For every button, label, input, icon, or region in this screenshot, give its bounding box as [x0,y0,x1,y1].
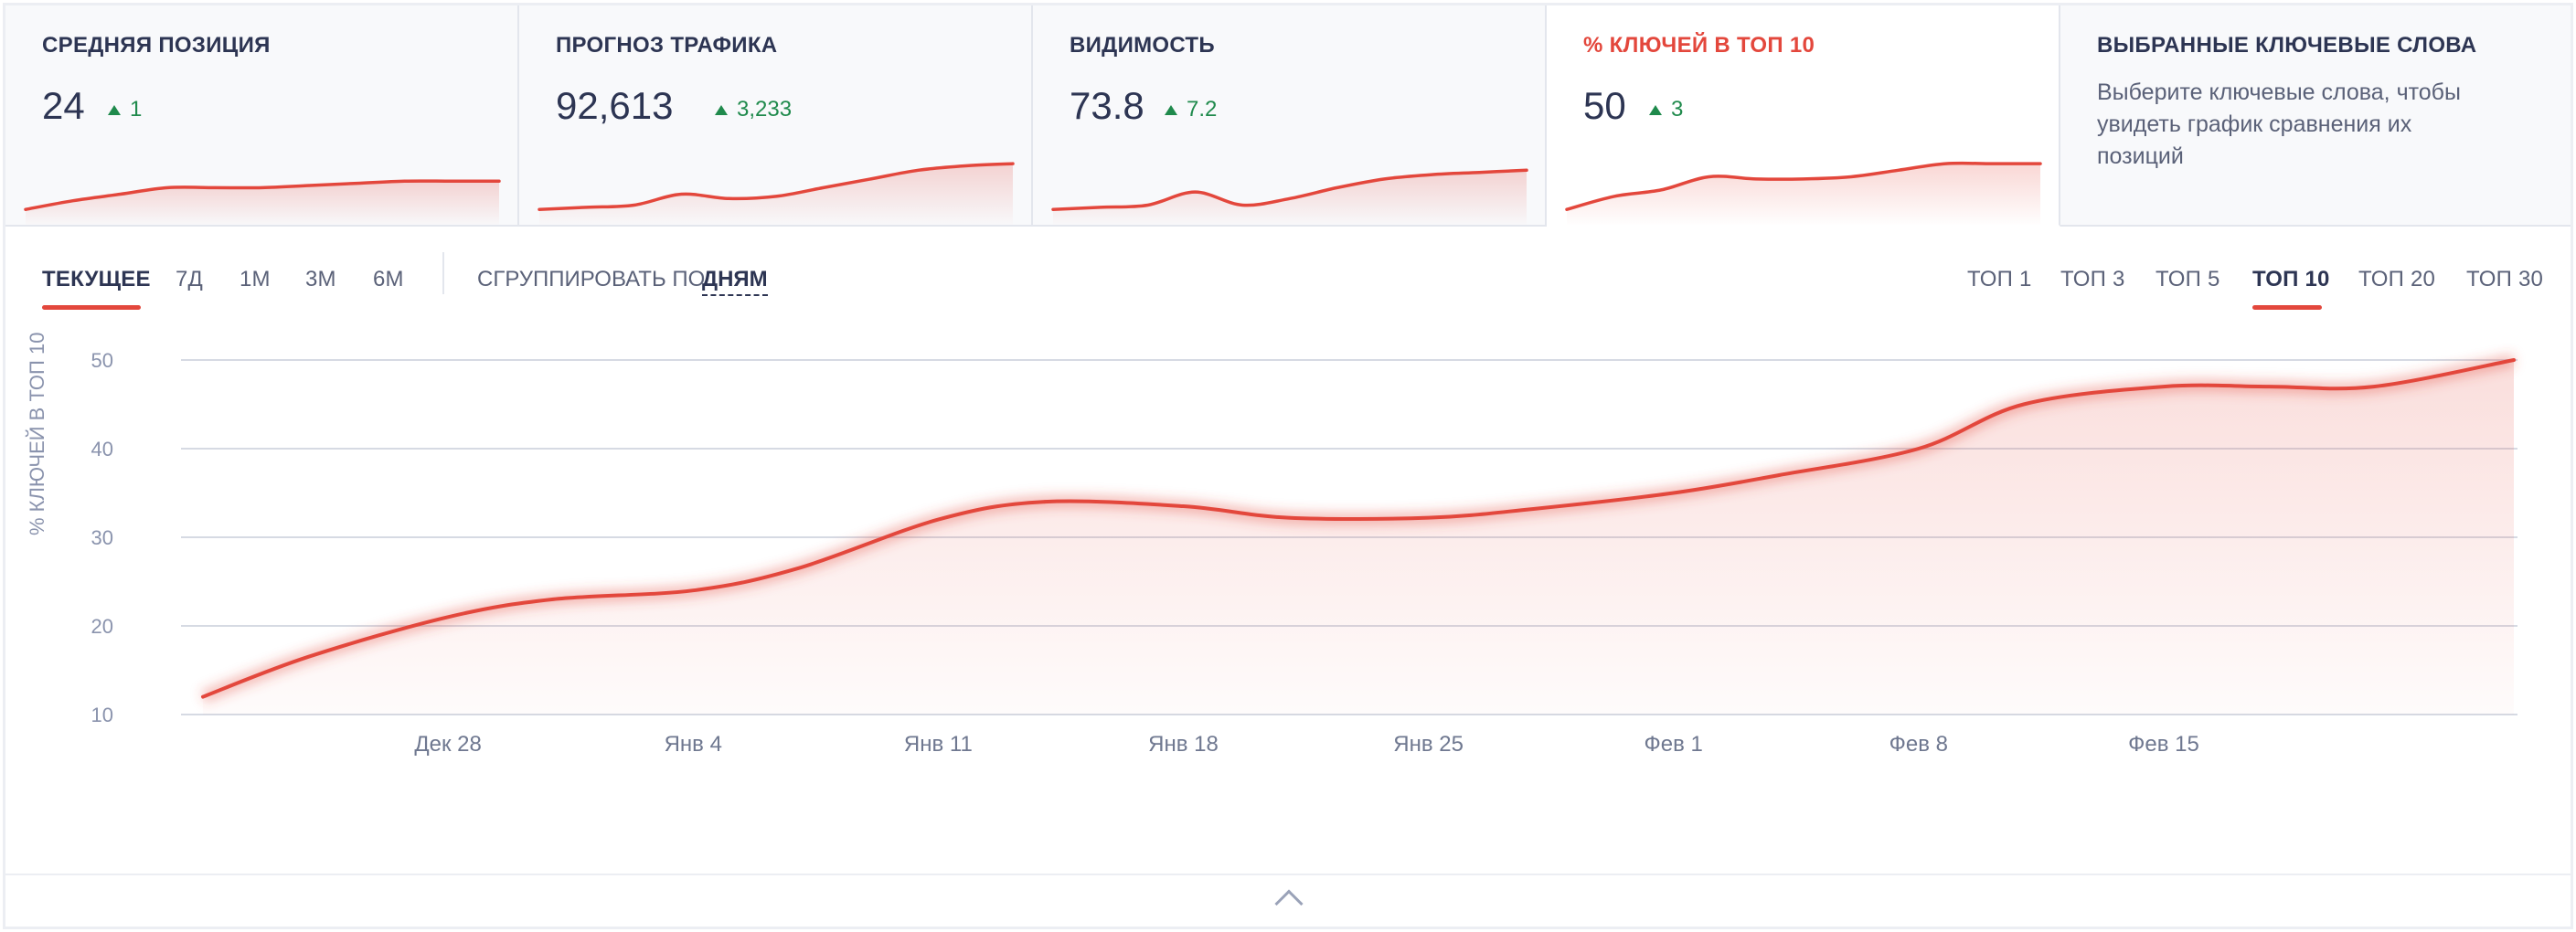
collapse-bar[interactable] [5,874,2571,932]
card-delta: 3 [1649,97,1683,122]
period-tab-6m[interactable]: 6М [373,267,404,291]
x-tick-label: Янв 18 [1148,732,1219,757]
card-value: 50 [1583,84,1626,127]
y-tick-label: 50 [91,349,113,372]
y-tick-label: 40 [91,438,113,461]
x-tick-label: Фев 15 [2128,732,2199,757]
sparkline-line [1565,161,2042,211]
sparkline-line [24,179,501,211]
card-description: Выберите ключевые слова, чтобы увидеть г… [2097,79,2461,169]
sparkline-area [539,164,1013,225]
sparkline [1565,161,2042,225]
triangle-up-icon [1649,104,1662,115]
chart-controls: ТЕКУЩЕЕ 7Д 1М 3М 6М СГРУППИРОВАТЬ ПО: ДН… [5,252,2571,316]
sparkline [24,179,501,225]
sparkline [538,162,1015,225]
top10-widget: СРЕДНЯЯ ПОЗИЦИЯ 24 1 ПРОГНОЗ ТРАФИКА 92,… [3,3,2573,929]
top-tab-1[interactable]: ТОП 1 [1967,267,2032,291]
x-tick-label: Янв 4 [665,732,722,757]
sparkline-line [1051,168,1528,211]
metric-cards: СРЕДНЯЯ ПОЗИЦИЯ 24 1 ПРОГНОЗ ТРАФИКА 92,… [5,5,2571,227]
sparkline [1051,168,1528,225]
top-tab-underline [2252,305,2322,310]
period-tab-1m[interactable]: 1М [240,267,271,291]
group-by-label: СГРУППИРОВАТЬ ПО: [477,267,711,291]
x-tick-label: Фев 1 [1645,732,1703,757]
chart-svg: 10 20 30 40 50 Дек 28 Янв 4 Янв 11 Янв 18 Янв 25 Ф… [91,349,2517,757]
x-tick-label: Фев 8 [1889,732,1948,757]
card-delta-value: 7.2 [1187,97,1218,122]
top-tab-3[interactable]: ТОП 3 [2060,267,2125,291]
card-title: % КЛЮЧЕЙ В ТОП 10 [1583,33,1815,58]
period-tab-7d[interactable]: 7Д [176,267,204,291]
y-axis-label: % КЛЮЧЕЙ В ТОП 10 [26,332,48,535]
card-delta: 1 [108,97,142,122]
top-tab-5[interactable]: ТОП 5 [2156,267,2220,291]
top-tab-30[interactable]: ТОП 30 [2466,267,2544,291]
card-value: 73.8 [1070,84,1144,127]
card-title: СРЕДНЯЯ ПОЗИЦИЯ [42,33,271,58]
card-avg-position[interactable]: СРЕДНЯЯ ПОЗИЦИЯ 24 1 [5,5,519,227]
card-delta: 7.2 [1165,97,1217,122]
triangle-up-icon [108,104,121,115]
card-traffic-forecast[interactable]: ПРОГНОЗ ТРАФИКА 92,613 3,233 [519,5,1033,227]
sparkline-line [538,162,1015,211]
card-delta: 3,233 [715,97,792,122]
x-tick-label: Дек 28 [414,732,481,757]
card-title: ВЫБРАННЫЕ КЛЮЧЕВЫЕ СЛОВА [2097,33,2477,58]
card-value: 24 [42,84,85,127]
card-title: ВИДИМОСТЬ [1070,33,1215,58]
card-top10-share[interactable]: % КЛЮЧЕЙ В ТОП 10 50 3 [1547,5,2060,227]
triangle-up-icon [715,104,728,115]
sparkline-area [1053,170,1527,225]
card-delta-value: 1 [130,97,143,122]
controls-divider [442,252,444,294]
card-delta-value: 3,233 [737,97,793,122]
period-tab-3m[interactable]: 3М [305,267,336,291]
top10-chart: % КЛЮЧЕЙ В ТОП 10 10 20 30 40 50 Дек 28 Янв 4 Я… [5,332,2571,773]
card-selected-keywords[interactable]: ВЫБРАННЫЕ КЛЮЧЕВЫЕ СЛОВА Выберите ключев… [2060,5,2571,227]
y-tick-label: 20 [91,615,113,638]
top-tab-10[interactable]: ТОП 10 [2252,267,2330,291]
series-line [201,358,2516,699]
y-tick-label: 30 [91,526,113,549]
sparkline-area [1567,163,2040,225]
period-tab-current[interactable]: ТЕКУЩЕЕ [42,267,151,291]
y-tick-label: 10 [91,704,113,726]
period-tab-underline [42,305,141,310]
card-title: ПРОГНОЗ ТРАФИКА [556,33,778,58]
card-delta-value: 3 [1671,97,1684,122]
group-by-dropdown[interactable]: ДНЯМ [702,267,768,296]
triangle-up-icon [1165,104,1177,115]
top-tab-20[interactable]: ТОП 20 [2358,267,2436,291]
x-tick-label: Янв 25 [1393,732,1464,757]
chevron-up-icon[interactable] [1274,889,1304,918]
x-tick-label: Янв 11 [904,732,973,757]
card-visibility[interactable]: ВИДИМОСТЬ 73.8 7.2 [1033,5,1547,227]
card-value: 92,613 [556,84,674,127]
